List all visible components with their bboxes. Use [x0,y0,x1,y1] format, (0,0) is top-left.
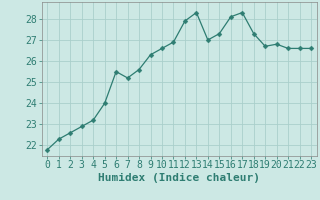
X-axis label: Humidex (Indice chaleur): Humidex (Indice chaleur) [98,173,260,183]
